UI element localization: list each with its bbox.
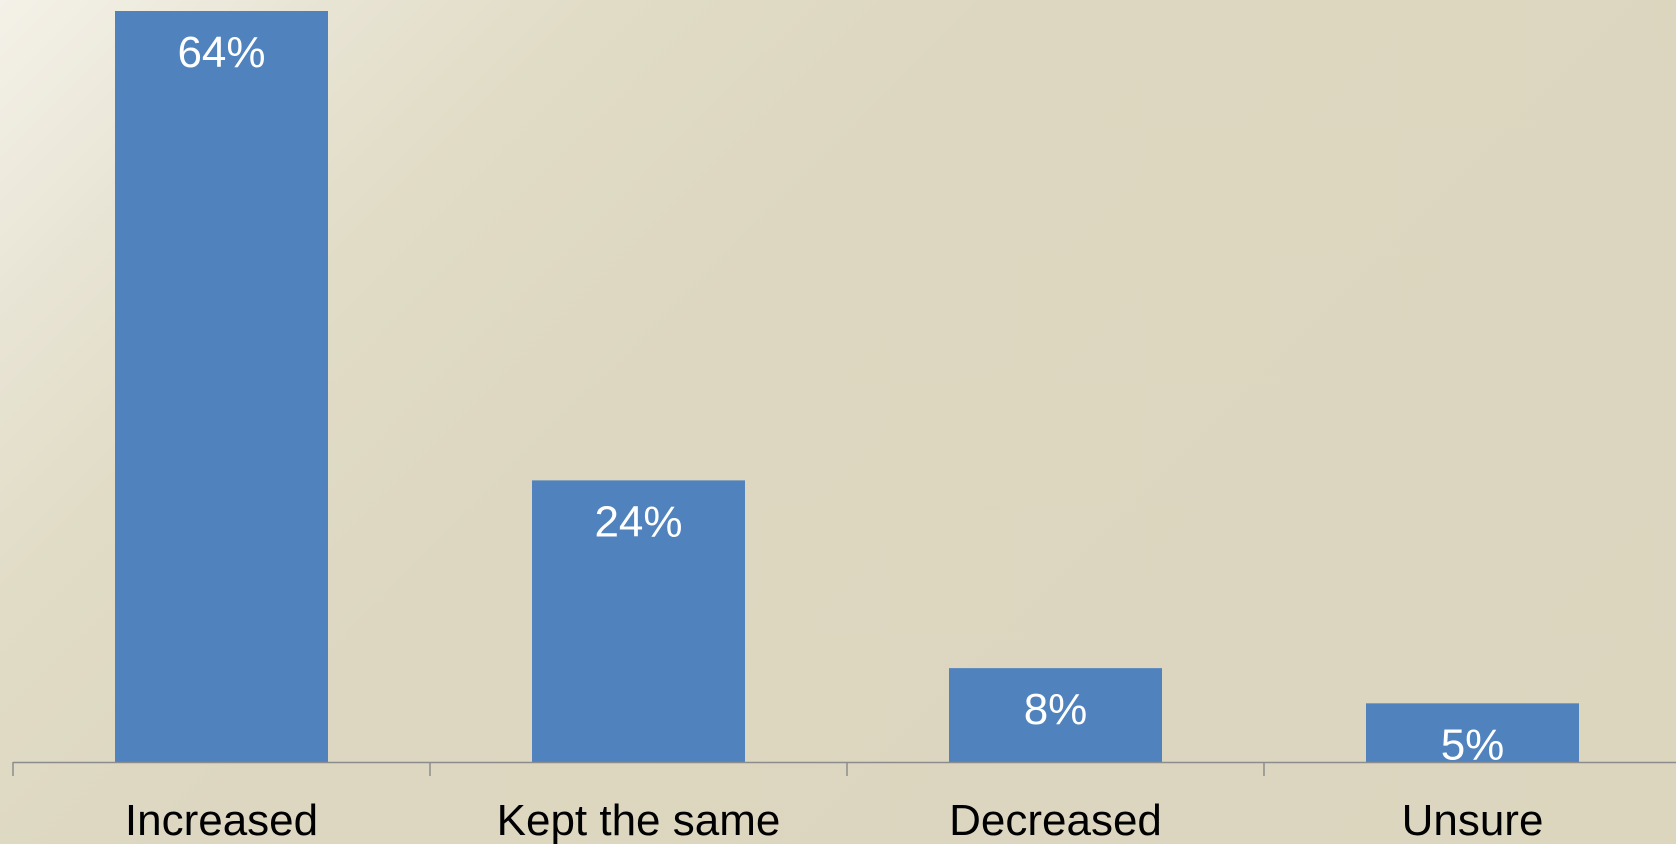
bar-unsure	[1366, 703, 1579, 762]
labels-layer: 64% Increased 24% Kept the same 8% Decreased 5…	[125, 28, 1544, 844]
x-axis	[12, 761, 1676, 776]
category-label-decreased: Decreased	[949, 796, 1162, 844]
data-label-decreased: 8%	[1024, 685, 1088, 734]
category-label-kept-the-same: Kept the same	[497, 796, 781, 844]
bar-kept-the-same	[532, 480, 745, 762]
category-label-unsure: Unsure	[1402, 796, 1544, 844]
data-label-increased: 64%	[177, 28, 265, 77]
data-label-unsure: 5%	[1441, 720, 1505, 769]
bar-decreased	[949, 668, 1162, 762]
data-label-kept-the-same: 24%	[594, 497, 682, 546]
bars-layer	[115, 11, 1579, 762]
category-label-increased: Increased	[125, 796, 318, 844]
bar-increased	[115, 11, 328, 762]
